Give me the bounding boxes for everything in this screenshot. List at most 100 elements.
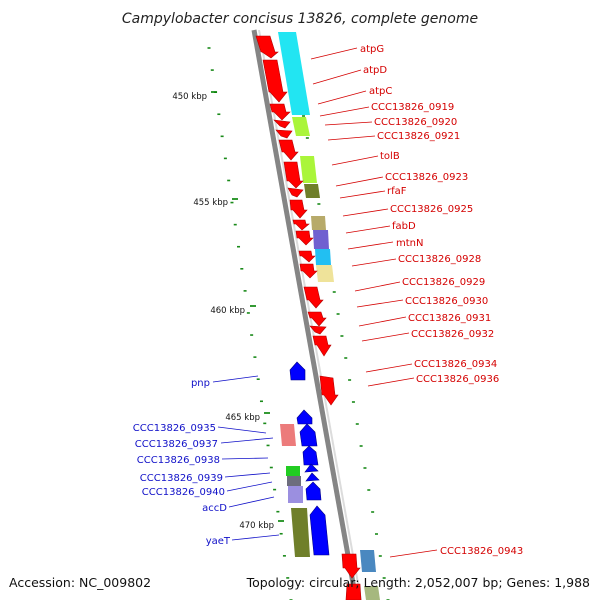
- gene-label-forward: tolB: [380, 151, 400, 162]
- gene-arrow-reverse: [309, 505, 330, 556]
- label-leader: [331, 155, 379, 166]
- gene-arrow-forward: [273, 119, 291, 129]
- gene-arrow-forward: [307, 311, 327, 327]
- label-leader: [224, 472, 271, 478]
- gene-label-forward: atpC: [369, 86, 392, 97]
- gene-arrow-forward: [292, 219, 310, 231]
- strip-sage: [364, 586, 380, 600]
- gene-arrow-forward: [262, 59, 288, 103]
- gene-arrow-forward: [283, 161, 304, 189]
- label-leader: [335, 176, 384, 187]
- gene-label-forward: CCC13826_0929: [402, 277, 485, 288]
- gene-label-forward: CCC13826_0919: [371, 102, 454, 113]
- kbp-tick-label: 450 kbp: [172, 92, 207, 102]
- kbp-tick-label: 465 kbp: [225, 413, 260, 423]
- kbp-tick-label: 455 kbp: [193, 198, 228, 208]
- gene-arrow-forward: [303, 286, 324, 309]
- gene-arrow-reverse: [289, 361, 306, 381]
- strip-cyan: [278, 32, 310, 115]
- kbp-ticks: 450 kbp 455 kbp 460 kbp 465 kbp 470 kbp: [172, 91, 284, 531]
- gene-label-reverse: yaeT: [206, 536, 231, 547]
- gene-label-reverse: CCC13826_0938: [137, 455, 220, 466]
- gene-arrow-forward: [299, 263, 318, 279]
- label-leader: [361, 332, 410, 342]
- gene-label-forward: CCC13826_0921: [377, 131, 460, 142]
- gene-label-reverse: CCC13826_0940: [142, 487, 225, 498]
- gene-arrow-reverse: [304, 463, 319, 473]
- label-leader: [221, 457, 269, 460]
- strip-khaki: [311, 216, 326, 230]
- gene-arrow-forward: [345, 583, 362, 600]
- gene-label-reverse: CCC13826_0935: [133, 423, 216, 434]
- map-title: Campylobacter concisus 13826, complete g…: [122, 11, 478, 27]
- label-leader: [319, 106, 370, 117]
- gene-arrow-forward: [298, 250, 316, 263]
- feature-strips: [278, 32, 380, 600]
- label-leader: [231, 534, 280, 541]
- label-leader: [365, 363, 413, 373]
- strip-olive: [304, 184, 320, 198]
- label-leader: [358, 316, 407, 327]
- gene-label-forward: CCC13826_0923: [385, 172, 468, 183]
- gene-label-forward: CCC13826_0936: [416, 374, 499, 385]
- label-leader: [356, 299, 404, 308]
- gene-label-forward: mtnN: [396, 238, 423, 249]
- gene-arrow-forward: [312, 335, 332, 357]
- label-leader: [347, 241, 394, 250]
- forward-gene-labels: atpG atpD atpC CCC13826_0919 CCC13826_09…: [310, 44, 523, 558]
- label-leader: [345, 225, 391, 234]
- strip-lavender: [288, 486, 303, 503]
- label-leader: [226, 481, 273, 492]
- gene-label-reverse: CCC13826_0937: [135, 439, 218, 450]
- gene-arrow-forward: [287, 187, 304, 198]
- label-leader: [310, 47, 358, 60]
- strip-gray: [287, 476, 301, 486]
- gene-label-forward: CCC13826_0934: [414, 359, 497, 370]
- gene-arrow-forward: [278, 139, 299, 161]
- gene-arrow-forward: [255, 35, 279, 59]
- label-leader: [220, 437, 274, 444]
- gene-label-forward: fabD: [392, 221, 416, 232]
- gene-label-forward: CCC13826_0920: [374, 117, 457, 128]
- label-leader: [367, 377, 415, 387]
- label-leader: [342, 208, 389, 217]
- gene-arrow-reverse: [305, 472, 320, 482]
- gene-arrow-forward: [309, 325, 327, 335]
- gene-label-forward: CCC13826_0932: [411, 329, 494, 340]
- gene-arrow-reverse: [299, 423, 318, 447]
- kbp-tick-label: 460 kbp: [210, 306, 245, 316]
- strip-pink: [280, 424, 296, 446]
- genome-summary-text: Topology: circular; Length: 2,052,007 bp…: [246, 575, 590, 590]
- label-leader: [351, 258, 397, 267]
- gene-label-forward: CCC13826_0925: [390, 204, 473, 215]
- gene-label-reverse: pnp: [191, 378, 210, 389]
- gene-track: [255, 35, 362, 600]
- strip-olive: [291, 508, 310, 557]
- gene-label-reverse: accD: [202, 503, 227, 514]
- strip-green: [286, 466, 300, 476]
- strip-steelblue: [360, 550, 376, 572]
- label-leader: [217, 426, 267, 434]
- gene-arrow-reverse: [296, 409, 313, 425]
- gene-arrow-forward: [341, 553, 361, 579]
- label-leader: [317, 90, 367, 105]
- gene-label-forward: CCC13826_0943: [440, 546, 523, 557]
- tick-ring: [207, 47, 390, 600]
- strip-lime: [300, 156, 317, 183]
- gene-label-reverse: CCC13826_0939: [140, 473, 223, 484]
- accession-text: Accession: NC_009802: [9, 575, 151, 590]
- gene-label-forward: rfaF: [387, 186, 407, 197]
- label-leader: [228, 496, 275, 508]
- gene-label-forward: atpD: [363, 65, 387, 76]
- label-leader: [312, 69, 362, 85]
- label-leader: [389, 549, 438, 558]
- strip-paleyellow: [316, 265, 334, 282]
- reverse-gene-labels: pnp CCC13826_0935 CCC13826_0937 CCC13826…: [133, 375, 280, 547]
- strip-purple: [313, 230, 329, 249]
- gene-label-forward: CCC13826_0931: [408, 313, 491, 324]
- gene-label-forward: CCC13826_0930: [405, 296, 488, 307]
- label-leader: [212, 375, 259, 383]
- gene-arrow-forward: [295, 230, 314, 246]
